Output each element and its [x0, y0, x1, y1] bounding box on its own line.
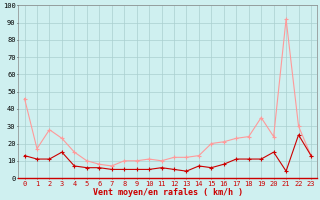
- X-axis label: Vent moyen/en rafales ( km/h ): Vent moyen/en rafales ( km/h ): [93, 188, 243, 197]
